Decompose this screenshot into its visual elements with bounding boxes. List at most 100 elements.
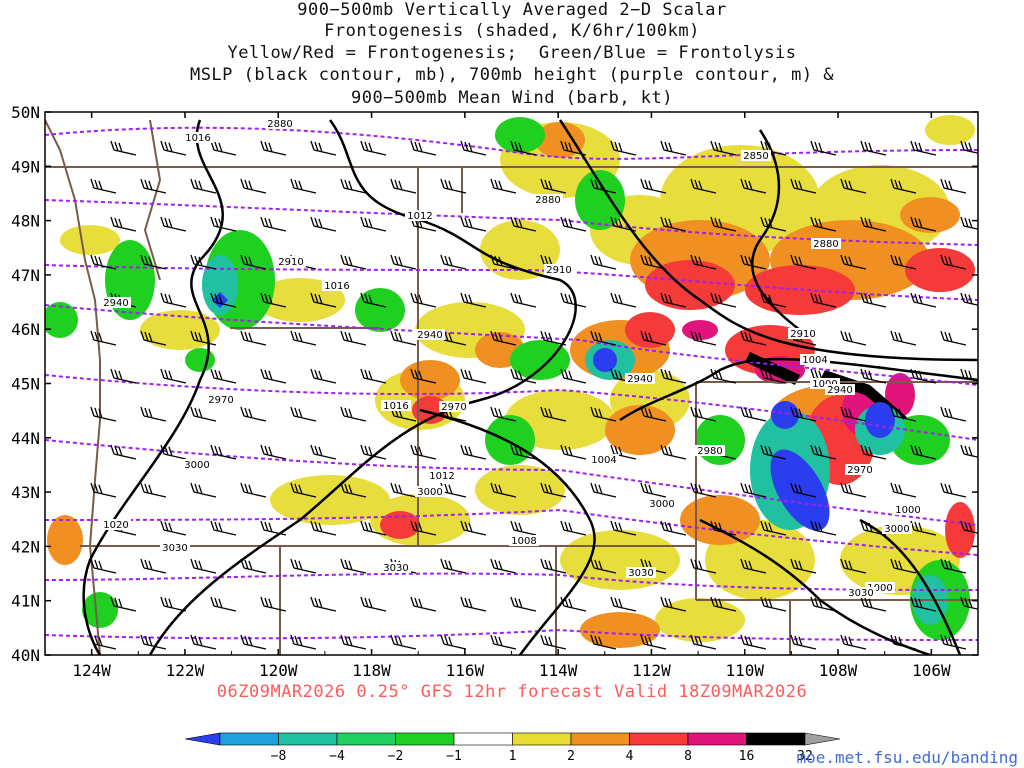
lon-label: 122W xyxy=(166,661,205,680)
wind-barb xyxy=(290,634,317,650)
colorbar-swatch xyxy=(278,732,338,746)
colorbar-arrow-right xyxy=(804,732,841,746)
wind-barb xyxy=(640,634,667,650)
wind-barb xyxy=(110,596,137,612)
wind-barb xyxy=(140,178,167,194)
wind-barb xyxy=(960,140,978,154)
forecast-caption: 06Z09MAR2026 0.25° GFS 12hr forecast Val… xyxy=(216,682,808,702)
wind-barb xyxy=(840,254,867,270)
mslp-label: 1012 xyxy=(407,211,432,222)
wind-barb xyxy=(740,634,767,650)
wind-barb xyxy=(160,216,187,232)
colorbar-swatch xyxy=(687,732,747,746)
wind-barb xyxy=(510,444,537,460)
wind-barb xyxy=(310,140,337,156)
wind-barb xyxy=(790,406,817,422)
wind-barb xyxy=(690,254,717,270)
height-label: 3000 xyxy=(184,460,209,471)
lon-axis: 124W 122W 120W 118W 116W 114W 112W 110W 108W 106W xyxy=(44,112,979,680)
lat-label: 44N xyxy=(11,429,40,448)
wind-barb xyxy=(740,558,767,574)
wind-barb xyxy=(390,482,417,498)
wind-barb xyxy=(790,482,817,498)
mslp-label: 1020 xyxy=(103,520,128,531)
wind-barb xyxy=(910,216,937,232)
wind-barb xyxy=(890,178,917,194)
lon-label: 124W xyxy=(72,661,111,680)
wind-barb xyxy=(590,634,617,650)
wind-barb xyxy=(410,596,437,612)
contour-labels: 1016 1012 1016 1016 1012 1008 1004 1004 1000 1000… xyxy=(101,118,923,599)
wind-barb xyxy=(310,368,337,384)
mslp-label: 1016 xyxy=(324,281,349,292)
wind-barb xyxy=(290,178,317,194)
wind-barb xyxy=(840,558,867,574)
wind-barb xyxy=(490,254,517,270)
wind-barb xyxy=(910,596,937,612)
wind-barb xyxy=(710,368,737,384)
wind-barb xyxy=(590,406,617,422)
height-label: 2980 xyxy=(697,446,722,457)
wind-barb xyxy=(710,292,737,308)
wind-barb xyxy=(810,140,837,156)
wind-barb xyxy=(660,520,687,536)
wind-barb xyxy=(90,178,117,194)
wind-barb xyxy=(340,178,367,194)
height-label: 2970 xyxy=(208,395,233,406)
wind-barb xyxy=(910,140,937,156)
height-label: 2970 xyxy=(847,465,872,476)
wind-barb xyxy=(540,558,567,574)
wind-barb xyxy=(590,330,617,346)
wind-barb xyxy=(510,216,537,232)
wind-barb xyxy=(590,178,617,194)
wind-barb xyxy=(210,596,237,612)
wind-barb xyxy=(490,330,517,346)
colorbar-label: 4 xyxy=(626,749,634,764)
height-label: 2940 xyxy=(103,298,128,309)
wind-barb xyxy=(540,178,567,194)
lat-label: 46N xyxy=(11,320,40,339)
wind-barb xyxy=(290,482,317,498)
wind-barb xyxy=(590,482,617,498)
wind-barb xyxy=(710,520,737,536)
wind-barb xyxy=(190,634,217,650)
lat-label: 42N xyxy=(11,537,40,556)
wind-barb xyxy=(410,140,437,156)
height-label: 2910 xyxy=(546,265,571,276)
colorbar-swatch xyxy=(453,732,513,746)
wind-barb xyxy=(960,216,978,230)
colorbar: −8 −4 −2 −1 1 2 4 8 16 32 xyxy=(184,732,841,764)
wind-barb xyxy=(460,596,487,612)
wind-barb xyxy=(360,596,387,612)
wind-barb xyxy=(460,292,487,308)
colorbar-label: 32 xyxy=(797,749,813,764)
site-credit-link[interactable]: moe.met.fsu.edu/banding xyxy=(796,748,1018,767)
wind-barb xyxy=(940,330,967,346)
wind-barb xyxy=(110,368,137,384)
wind-barb xyxy=(890,482,917,498)
colorbar-label: −4 xyxy=(329,749,345,764)
wind-barb xyxy=(190,178,217,194)
wind-barb xyxy=(490,178,517,194)
wind-barb xyxy=(940,558,967,574)
wind-barb xyxy=(110,444,137,460)
wind-barb xyxy=(760,444,787,460)
wind-barb xyxy=(760,216,787,232)
wind-barb xyxy=(340,634,367,650)
mslp-label: 1000 xyxy=(895,505,920,516)
wind-barb xyxy=(690,178,717,194)
wind-barb xyxy=(440,634,467,650)
wind-barb xyxy=(190,254,217,270)
wind-barb xyxy=(160,444,187,460)
wind-barb xyxy=(210,292,237,308)
wind-barb xyxy=(90,558,117,574)
wind-barb xyxy=(360,216,387,232)
wind-barb xyxy=(190,482,217,498)
lon-label: 114W xyxy=(539,661,578,680)
wind-barb xyxy=(160,140,187,156)
wind-barb xyxy=(940,634,967,650)
wind-barb xyxy=(90,406,117,422)
wind-barb xyxy=(290,406,317,422)
colorbar-swatch xyxy=(512,732,572,746)
wind-barb xyxy=(660,292,687,308)
